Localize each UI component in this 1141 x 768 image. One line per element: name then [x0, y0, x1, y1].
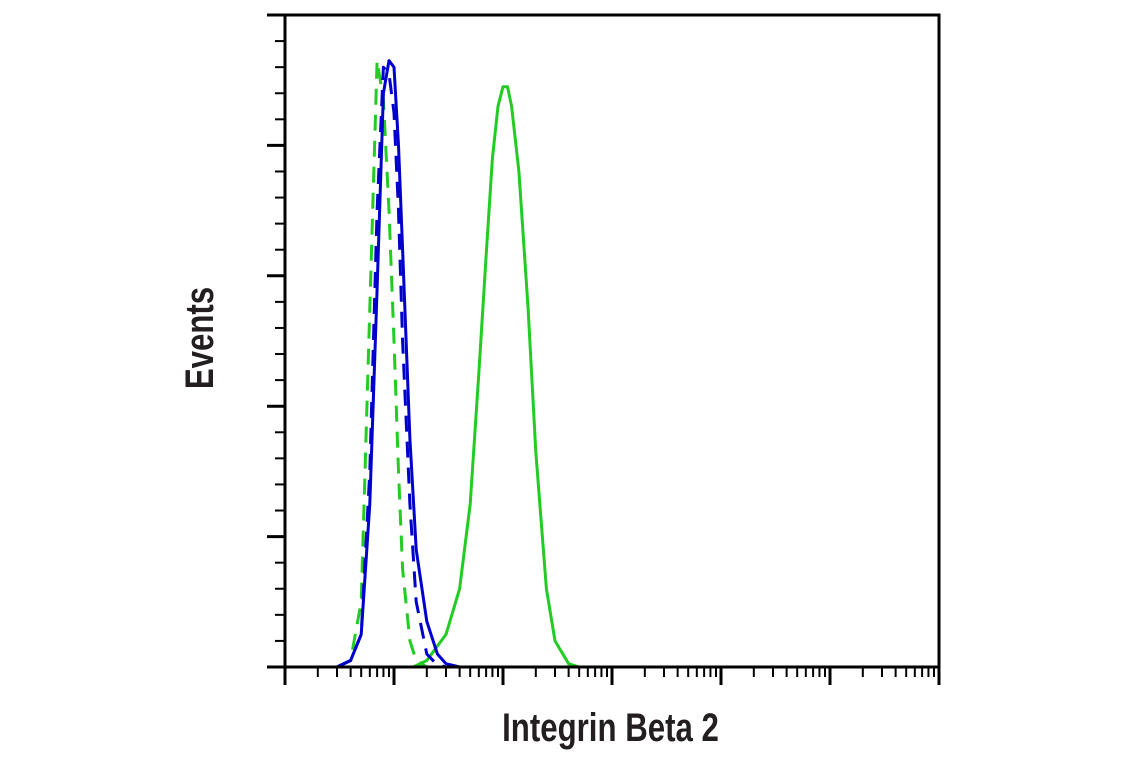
series-line-3	[336, 59, 939, 669]
axis-ticks	[267, 13, 941, 685]
plot-frame	[283, 13, 941, 669]
x-axis-label: Integrin Beta 2	[502, 706, 719, 750]
series-line-4	[285, 85, 939, 669]
y-axis-label: Events	[178, 286, 222, 390]
series-line-2	[336, 65, 939, 669]
series-group	[285, 59, 939, 669]
series-line-1	[336, 59, 939, 669]
